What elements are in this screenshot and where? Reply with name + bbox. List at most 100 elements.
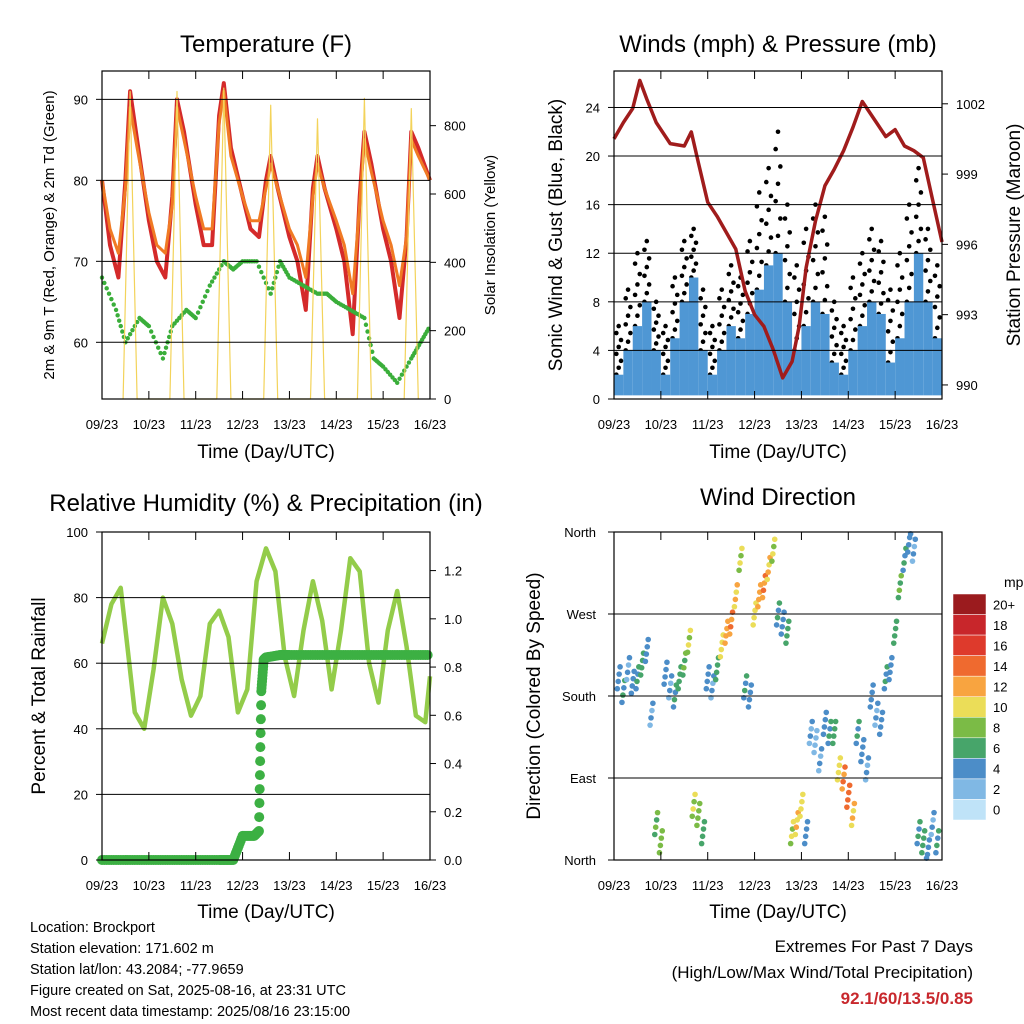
colorbar-label: 14: [993, 659, 1007, 674]
wind-bar: [614, 374, 624, 396]
direction-point: [739, 545, 745, 552]
direction-point: [699, 833, 706, 840]
gust-point: [881, 259, 886, 265]
gust-point: [665, 358, 671, 364]
wind-bar: [829, 362, 839, 396]
gust-point: [792, 275, 797, 280]
direction-point: [803, 826, 810, 832]
gust-point: [857, 261, 863, 266]
direction-point: [770, 551, 776, 557]
dewpoint-point: [200, 299, 205, 305]
direction-point: [817, 753, 824, 759]
direction-point: [771, 536, 778, 543]
direction-point: [839, 786, 845, 792]
gust-point: [822, 256, 828, 261]
direction-point: [809, 718, 816, 725]
gust-point: [932, 304, 938, 310]
dewpoint-point: [120, 329, 125, 334]
direction-y-ticks: North East South West North: [562, 525, 942, 868]
dewpoint-point: [163, 345, 169, 350]
direction-point: [815, 767, 822, 774]
direction-point: [770, 543, 777, 550]
gust-point: [721, 304, 727, 310]
gust-point: [778, 216, 783, 221]
direction-point: [926, 837, 933, 843]
humidity-y2-tick-label: 0.8: [444, 660, 462, 675]
gust-point: [728, 315, 734, 320]
gust-point: [853, 327, 858, 332]
direction-point: [799, 798, 805, 805]
humidity-x-tick-label: 13/23: [273, 878, 306, 893]
gust-point: [710, 344, 715, 350]
wind-bar: [670, 338, 680, 396]
colorbar-label: 2: [993, 782, 1000, 797]
direction-point: [825, 740, 831, 747]
wind-bar: [810, 301, 821, 396]
gust-point: [703, 304, 708, 310]
gust-point: [848, 285, 853, 291]
dewpoint-point: [268, 291, 273, 296]
dewpoint-point: [160, 356, 166, 361]
direction-point: [676, 678, 682, 685]
direction-point: [647, 722, 653, 728]
gust-point: [829, 308, 835, 313]
extremes-values: 92.1/60/13.5/0.85: [840, 989, 973, 1008]
direction-point: [745, 704, 752, 710]
gust-point: [693, 240, 699, 246]
gust-point: [876, 249, 882, 254]
gust-point: [927, 247, 933, 253]
direction-point: [652, 824, 659, 830]
direction-point: [731, 603, 738, 610]
temperature-x-tick-label: 11/23: [180, 417, 212, 432]
dewpoint-point: [259, 269, 264, 275]
direction-point: [845, 797, 851, 803]
gust-point: [834, 342, 839, 348]
direction-point: [855, 726, 861, 732]
direction-point: [881, 685, 888, 692]
direction-point: [706, 664, 712, 670]
colorbar-swatch: [952, 634, 987, 656]
direction-point: [848, 822, 855, 829]
temperature-ylabel-right: Solar Insolation (Yellow): [482, 155, 499, 315]
gust-point: [890, 308, 896, 313]
precip-point: [254, 770, 265, 781]
direction-point: [904, 549, 911, 555]
humidity-panel: Relative Humidity (%) & Precipitation (i…: [29, 490, 483, 923]
colorbar-label: 0: [993, 803, 1000, 818]
gust-point: [838, 351, 844, 357]
direction-point: [700, 826, 707, 832]
gust-point: [824, 283, 830, 289]
direction-point: [874, 707, 880, 714]
gust-point: [681, 238, 687, 244]
direction-ylabel-left: Direction (Colored By Speed): [524, 572, 545, 819]
colorbar-swatch: [952, 799, 987, 821]
wind-bar: [642, 301, 652, 396]
wind-bar: [773, 253, 783, 396]
precip-point: [254, 784, 265, 795]
direction-point: [910, 551, 917, 557]
direction-point: [616, 671, 622, 677]
direction-point: [701, 818, 708, 825]
gust-point: [867, 237, 872, 242]
wind-bar: [913, 253, 924, 396]
gust-point: [707, 351, 713, 357]
temperature-plot-area: [99, 81, 432, 400]
direction-point: [737, 560, 743, 566]
direction-point: [912, 536, 919, 543]
gust-point: [740, 292, 746, 298]
gust-point: [768, 235, 774, 240]
direction-point: [651, 831, 658, 838]
gust-point: [644, 290, 650, 296]
dewpoint-point: [168, 329, 173, 334]
temperature-y2-tick-label: 800: [444, 119, 466, 134]
dewpoint-point: [109, 296, 114, 302]
dewpoint-point: [209, 279, 215, 284]
temperature-y2-tick-label: 0: [444, 392, 451, 407]
gust-point: [916, 165, 921, 171]
wind-bar: [923, 301, 933, 396]
direction-point: [925, 844, 932, 851]
gust-point: [796, 287, 802, 292]
humidity-y-tick-label: 60: [74, 656, 88, 671]
direction-point: [921, 828, 928, 834]
gust-point: [663, 365, 668, 371]
